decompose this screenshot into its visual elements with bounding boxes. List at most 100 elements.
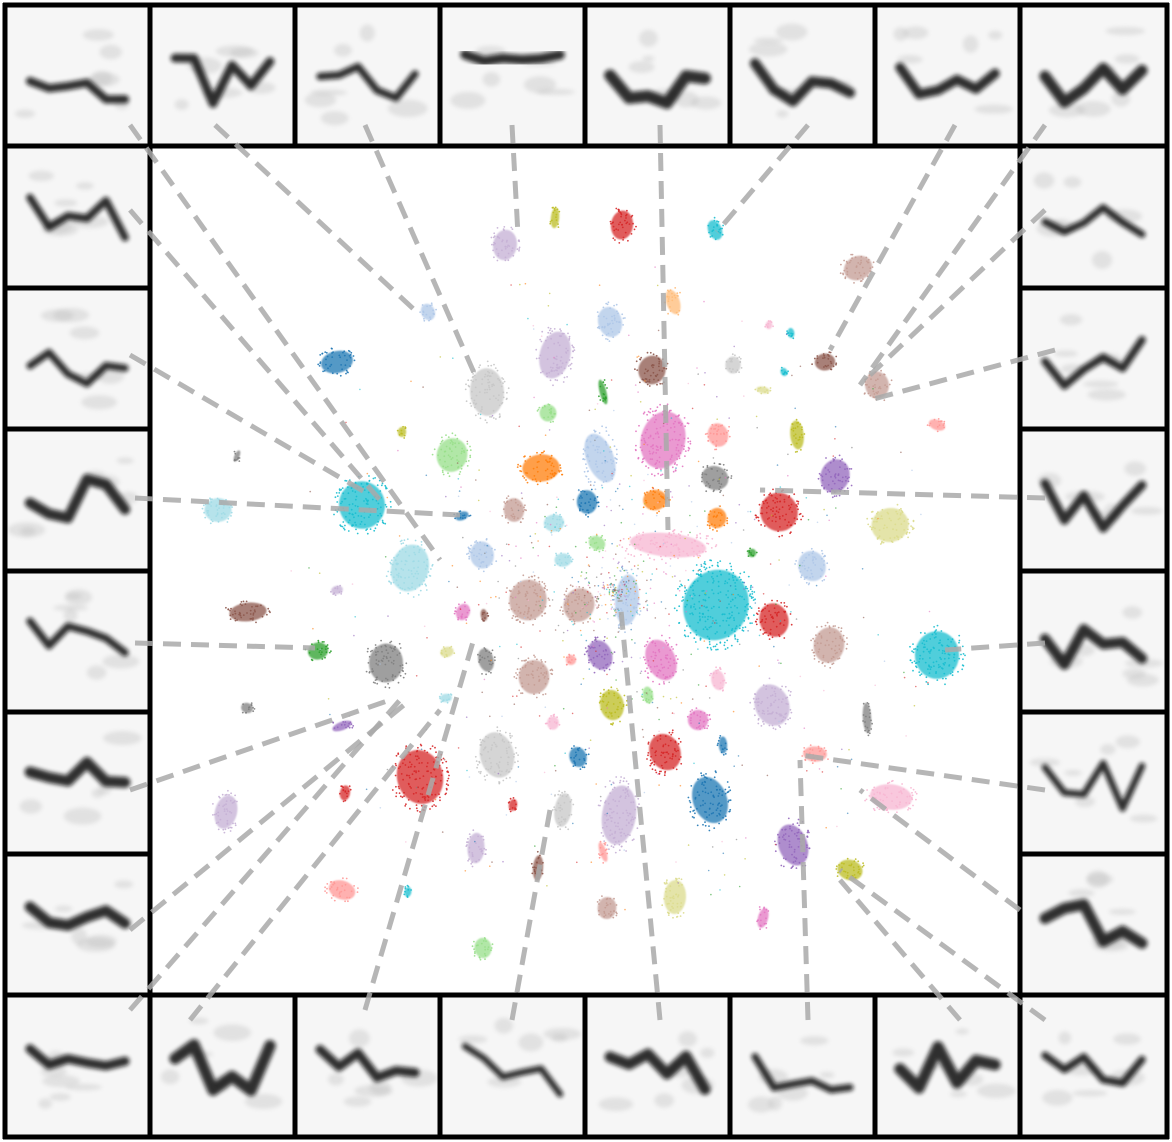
point [395,785,397,788]
point [618,331,621,333]
point [480,754,483,756]
point [663,682,665,685]
point [598,446,600,448]
point [679,291,681,294]
point [755,514,757,517]
point [559,828,562,831]
point [711,537,714,540]
point [857,262,860,264]
point [704,824,707,827]
point [880,369,882,372]
point [418,757,420,760]
point [464,388,467,391]
point [803,559,805,562]
point [239,603,242,605]
point [582,490,584,492]
noise [598,1097,634,1112]
point [555,554,558,557]
point [785,697,787,699]
point [506,769,508,771]
point [580,502,583,504]
point [407,766,410,769]
point [764,607,766,610]
point [681,596,684,598]
point [474,541,476,543]
point [394,774,397,777]
point [406,774,408,777]
point [672,767,675,769]
point [558,470,561,473]
point [826,491,829,493]
point [506,761,509,764]
point [749,588,752,591]
point [466,611,469,614]
point [664,639,667,642]
point [671,454,673,457]
point [723,641,726,644]
point [415,792,417,794]
point [960,653,962,656]
point [625,780,628,783]
cluster [576,488,600,518]
point [870,378,872,381]
point [482,561,485,563]
point [491,554,493,557]
point [626,812,629,814]
noise [328,1073,344,1086]
point [344,479,347,482]
point [630,801,632,804]
point [340,364,342,366]
point [909,807,912,810]
point [823,354,825,357]
point [652,451,655,454]
point [719,227,722,230]
point [739,360,742,363]
point [628,821,630,824]
point [325,645,328,648]
point [447,693,450,696]
point [585,753,588,756]
point [597,470,600,473]
point [390,581,392,584]
point [578,747,581,749]
embedding-scatter [201,206,966,961]
point [653,536,656,539]
point [896,811,898,814]
point [397,681,400,684]
point [502,779,505,782]
cluster-core [503,498,525,522]
point [725,568,728,571]
point [227,827,230,830]
point [426,565,429,568]
point [363,516,366,519]
spectrogram-thumbnail [1020,5,1167,146]
cluster [516,450,564,486]
point [776,614,778,617]
point [487,374,489,377]
point [658,510,660,513]
point [628,594,630,596]
point [817,477,820,480]
point [620,581,623,584]
point [735,371,737,373]
point [911,650,913,653]
point [334,496,337,499]
point [912,669,914,672]
point [931,633,934,636]
point [440,448,443,451]
point [727,635,730,638]
point [599,840,602,843]
point [695,564,698,566]
point [928,424,931,427]
point [753,591,756,593]
point [340,502,342,505]
point [793,517,796,520]
point [508,602,510,605]
point [772,620,775,623]
noise [49,1093,71,1101]
point [474,414,477,417]
point [622,538,625,540]
point [707,542,710,545]
point [553,370,555,372]
point [480,553,483,556]
